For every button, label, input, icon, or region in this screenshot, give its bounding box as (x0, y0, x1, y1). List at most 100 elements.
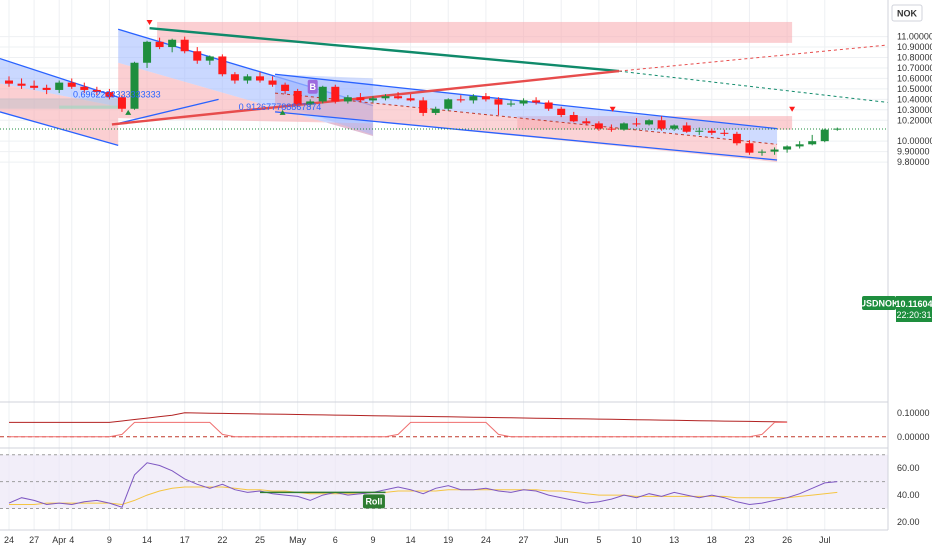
candle-body (180, 39, 189, 52)
rsi-tick-label: 60.00 (897, 463, 920, 473)
resistance-zone (157, 21, 793, 43)
rsi-tick-label: 20.00 (897, 517, 920, 527)
price-tick-label: 10.80000 (897, 53, 932, 63)
time-tick-label: 18 (707, 535, 717, 545)
time-tick-label: 14 (406, 535, 416, 545)
candle-body (381, 96, 390, 99)
signal-triangle (125, 109, 132, 115)
candle-body (820, 129, 829, 142)
last-price-tag: USDNOK 10.11604 22:20:31 (859, 296, 932, 322)
candle-body (117, 97, 126, 109)
candle-body (808, 141, 817, 145)
candle-body (168, 39, 177, 48)
candle-body (5, 80, 13, 84)
candle-body (783, 146, 792, 150)
rsi-line (8, 462, 838, 508)
ticker-countdown: 22:20:31 (896, 310, 931, 320)
osc-step-line (9, 421, 788, 438)
candle-body (343, 97, 352, 102)
price-tick-label: 10.40000 (897, 94, 932, 104)
time-tick-label: May (289, 535, 307, 545)
candle-body (469, 96, 478, 101)
price-axis-ticks: 11.0000010.9000010.8000010.7000010.60000… (897, 32, 932, 527)
candle-body (368, 98, 377, 101)
time-tick-label: 14 (142, 535, 152, 545)
candle-body (256, 76, 264, 81)
candle-body (205, 56, 214, 61)
time-tick-label: 23 (744, 535, 754, 545)
currency-box[interactable] (891, 4, 923, 22)
left-channel-red (0, 83, 119, 146)
candle-body (143, 41, 152, 63)
teal-trendline-ext (618, 70, 889, 103)
time-tick-label: 19 (443, 535, 453, 545)
candle-body (306, 101, 315, 105)
candle-body (532, 100, 541, 103)
candle-body (318, 86, 327, 102)
price-tick-label: 9.80000 (897, 157, 930, 167)
main-channel-blue (275, 74, 778, 145)
candle-body (193, 51, 202, 61)
candle-body (833, 128, 842, 130)
roll-pill (362, 494, 385, 509)
candle-body (607, 128, 616, 130)
fib-label-2: 0.912677788867874 (239, 102, 322, 112)
candle-body (42, 87, 51, 90)
time-tick-label: 24 (481, 535, 491, 545)
candle-body (243, 76, 252, 81)
price-tick-label: 10.90000 (897, 42, 932, 52)
candle-body (481, 96, 490, 100)
candle-body (17, 83, 26, 86)
ticker-price: 10.11604 (895, 299, 932, 309)
time-axis-ticks: 24 27 Apr 4 9 14 17 22 25 May 6 9 14 19 24 27 Jun 5 10 13 18… (4, 535, 831, 545)
price-axis-bg (888, 0, 932, 550)
oscillator-pane (0, 401, 888, 438)
candle-body (105, 92, 114, 98)
signal-triangle (609, 106, 616, 112)
candle-body (218, 56, 227, 75)
candle-body (281, 84, 290, 91)
candle-body (619, 123, 628, 130)
rsi-tick-label: 40.00 (897, 490, 920, 500)
currency-label: NOK (897, 9, 918, 19)
marker-b: B (309, 82, 316, 92)
time-tick-label: 26 (782, 535, 792, 545)
red-trendline (111, 69, 620, 126)
price-tick-label: 9.90000 (897, 147, 930, 157)
rsi-ma-line (9, 486, 838, 506)
candle-body (707, 130, 716, 133)
price-tick-label: 10.60000 (897, 73, 932, 83)
candle-body (632, 123, 641, 125)
time-tick-label: 10 (631, 535, 641, 545)
time-tick-label: 22 (217, 535, 227, 545)
time-tick-label: 25 (255, 535, 265, 545)
candle-body (645, 120, 654, 125)
price-tick-label: 10.70000 (897, 63, 932, 73)
fib-zone-green (59, 105, 119, 109)
candle-body (268, 80, 277, 85)
time-tick-label: 9 (107, 535, 112, 545)
candle-body (720, 132, 729, 134)
candle-body (695, 130, 704, 132)
osc-signal-line (9, 412, 788, 423)
candle-body (557, 108, 566, 116)
osc-tick-label: 0.00000 (897, 432, 930, 442)
candle-body (456, 99, 465, 101)
main-channel-mid (275, 92, 778, 145)
candle-body (55, 82, 64, 90)
candle-body (406, 98, 415, 101)
candles (5, 36, 842, 156)
time-tick-label: 6 (333, 535, 338, 545)
candle-body (569, 115, 578, 122)
left-channel-bottom (0, 111, 119, 146)
red-trendline-ext (618, 44, 889, 72)
rsi-pane: Roll (0, 447, 888, 510)
time-tick-label: Apr (52, 535, 66, 545)
april-channel-mid (118, 98, 219, 125)
candle-body (293, 90, 302, 105)
candle-body (745, 143, 754, 153)
candle-body (431, 108, 440, 113)
candle-body (356, 97, 365, 101)
time-tick-label: 13 (669, 535, 679, 545)
